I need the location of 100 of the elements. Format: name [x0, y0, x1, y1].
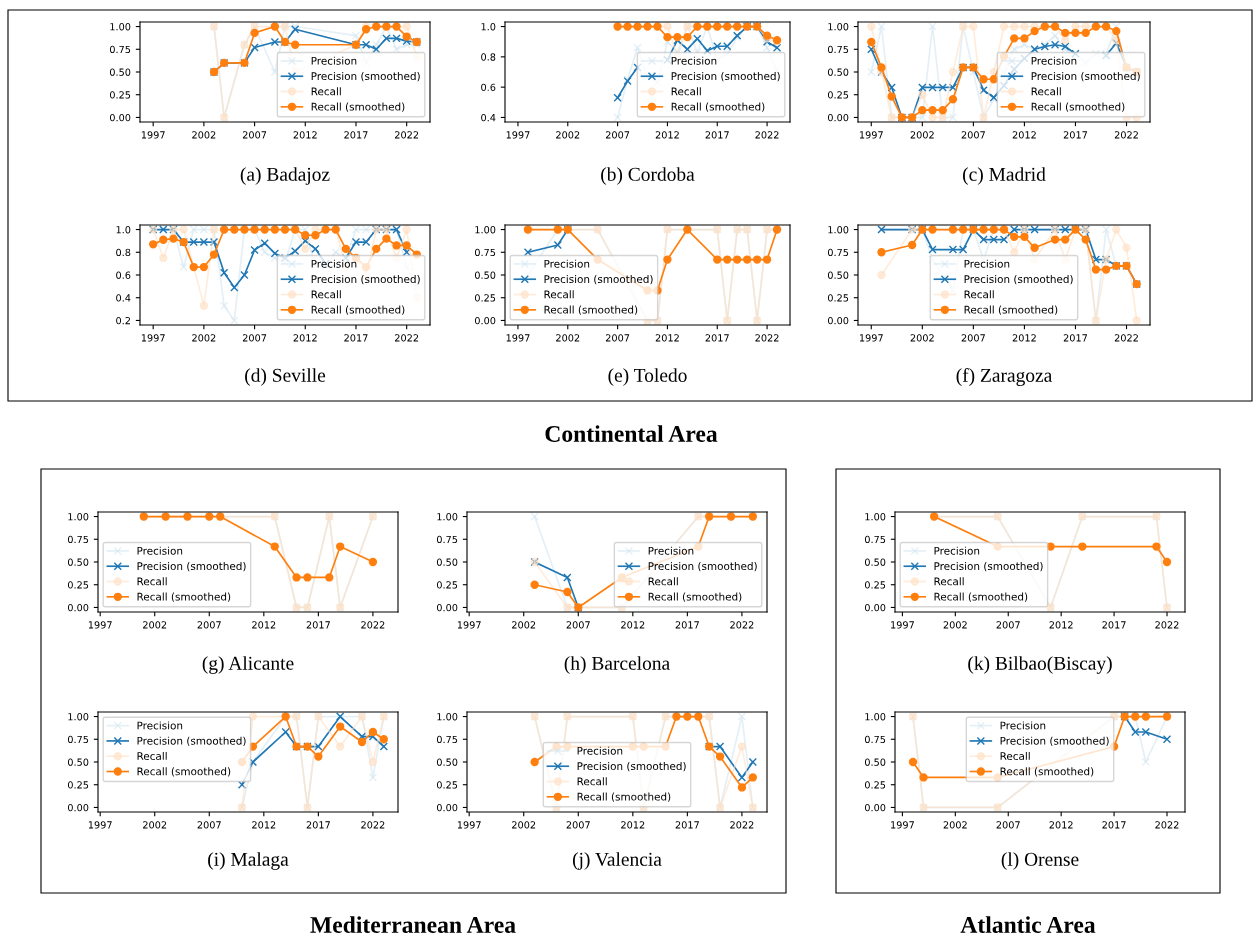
x-tick-label: 2007 [996, 621, 1020, 629]
text: (b) Cordoba [601, 167, 695, 185]
x-tick-label: 2017 [1063, 131, 1088, 139]
y-tick-label: 1.00 [110, 23, 131, 31]
x-tick-label: 2017 [705, 131, 729, 139]
text: (g) Alicante [202, 656, 294, 674]
y-tick-label: 0.00 [436, 803, 458, 812]
legend-label: Recall (smoothed) [311, 102, 405, 112]
x-tick-label: 2022 [1155, 821, 1179, 829]
x-tick-label: 2012 [655, 334, 679, 342]
x-tick-label: 2017 [344, 131, 368, 139]
x-tick-label: 2002 [512, 621, 536, 629]
y-tick-label: 1.00 [865, 713, 886, 721]
legend-label: Precision [311, 56, 357, 65]
y-tick-label: 0.75 [474, 248, 496, 257]
x-tick-label: 2017 [306, 621, 330, 629]
y-tick-label: 0.75 [827, 248, 849, 257]
y-tick-label: 1.0 [481, 23, 496, 31]
y-tick-label: 0.50 [827, 68, 849, 76]
legend-label: Recall [671, 87, 701, 96]
y-tick-label: 0.00 [436, 603, 458, 612]
legend-label: Recall (smoothed) [934, 592, 1028, 602]
x-tick-label: 2017 [705, 334, 729, 342]
legend-label: Recall (smoothed) [577, 792, 671, 802]
legend-label: Recall [137, 577, 167, 586]
legend-label: Precision [671, 56, 717, 65]
x-tick-label: 2017 [675, 821, 699, 829]
text: Atlantic Area [960, 916, 1096, 933]
legend-label: Recall [137, 751, 167, 761]
legend-label: Precision [1031, 56, 1077, 65]
legend-label: Recall (smoothed) [311, 305, 405, 315]
y-tick-label: 0.25 [67, 581, 89, 589]
x-tick-label: 2007 [242, 131, 267, 139]
x-tick-label: 2012 [621, 821, 645, 829]
text: (d) Seville [245, 368, 326, 386]
y-tick-label: 0.00 [827, 316, 849, 325]
x-tick-label: 2022 [1114, 334, 1138, 342]
x-tick-label: 2022 [755, 334, 779, 342]
x-tick-label: 1997 [891, 821, 914, 829]
y-tick-label: 0.8 [116, 248, 131, 257]
x-tick-label: 2012 [293, 334, 317, 342]
y-tick-label: 0.25 [827, 294, 849, 302]
y-tick-label: 0.50 [67, 758, 89, 766]
y-tick-label: 0.25 [474, 294, 496, 302]
x-tick-label: 2002 [556, 131, 580, 139]
legend-label: Recall [648, 577, 678, 586]
legend-label: Precision (smoothed) [1031, 71, 1140, 82]
x-tick-label: 2002 [192, 334, 216, 342]
x-tick-label: 1997 [141, 131, 165, 139]
text: Continental Area [545, 425, 718, 442]
text: (i) Malaga [208, 852, 289, 870]
y-tick-label: 0.75 [436, 735, 458, 744]
x-tick-label: 1997 [88, 821, 112, 829]
legend-label: Recall (smoothed) [1000, 767, 1094, 777]
legend-label: Recall (smoothed) [648, 592, 742, 602]
text: (f) Zaragoza [956, 368, 1053, 386]
legend-label: Recall (smoothed) [671, 102, 765, 112]
x-tick-label: 2002 [143, 621, 167, 629]
x-tick-label: 2002 [512, 821, 536, 829]
y-tick-label: 0.75 [864, 735, 886, 744]
legend-label: Recall [934, 577, 964, 586]
x-tick-label: 2022 [395, 334, 419, 342]
legend-label: Precision [964, 259, 1010, 268]
x-tick-label: 2007 [605, 131, 630, 139]
legend-label: Recall [1000, 751, 1030, 761]
y-tick-label: 0.25 [436, 581, 458, 589]
x-tick-label: 2017 [675, 621, 699, 629]
x-tick-label: 2012 [1049, 621, 1073, 629]
y-tick-label: 1.00 [475, 226, 496, 234]
x-tick-label: 2002 [943, 821, 967, 829]
x-tick-label: 2002 [143, 821, 167, 829]
legend-label: Precision (smoothed) [648, 561, 757, 572]
legend-label: Precision (smoothed) [577, 761, 686, 772]
legend-label: Precision [648, 546, 694, 555]
y-tick-label: 0.25 [827, 91, 849, 99]
y-tick-label: 0.25 [109, 91, 131, 99]
y-tick-label: 1.00 [828, 23, 849, 31]
y-tick-label: 0.00 [67, 603, 89, 612]
x-tick-label: 2002 [910, 131, 934, 139]
legend-label: Precision (smoothed) [311, 274, 420, 285]
x-tick-label: 2022 [1155, 621, 1179, 629]
text: (e) Toledo [608, 368, 687, 386]
y-tick-label: 0.00 [827, 113, 849, 122]
x-tick-label: 2012 [252, 621, 276, 629]
legend-label: Recall [1031, 87, 1061, 96]
x-tick-label: 2012 [293, 131, 317, 139]
legend-label: Recall [311, 87, 341, 96]
x-tick-label: 2017 [1063, 334, 1088, 342]
x-tick-label: 2002 [910, 334, 934, 342]
legend-label: Precision (smoothed) [544, 274, 653, 285]
legend-label: Precision (smoothed) [964, 274, 1073, 285]
y-tick-label: 0.25 [864, 781, 886, 789]
y-tick-label: 0.00 [67, 803, 89, 812]
legend-label: Recall (smoothed) [137, 592, 231, 602]
legend-label: Recall (smoothed) [137, 767, 231, 777]
y-tick-label: 0.50 [436, 758, 458, 766]
x-tick-label: 2007 [197, 821, 221, 829]
legend-label: Precision (smoothed) [1000, 736, 1109, 746]
x-tick-label: 2012 [1012, 334, 1036, 342]
y-tick-label: 1.00 [865, 513, 886, 521]
